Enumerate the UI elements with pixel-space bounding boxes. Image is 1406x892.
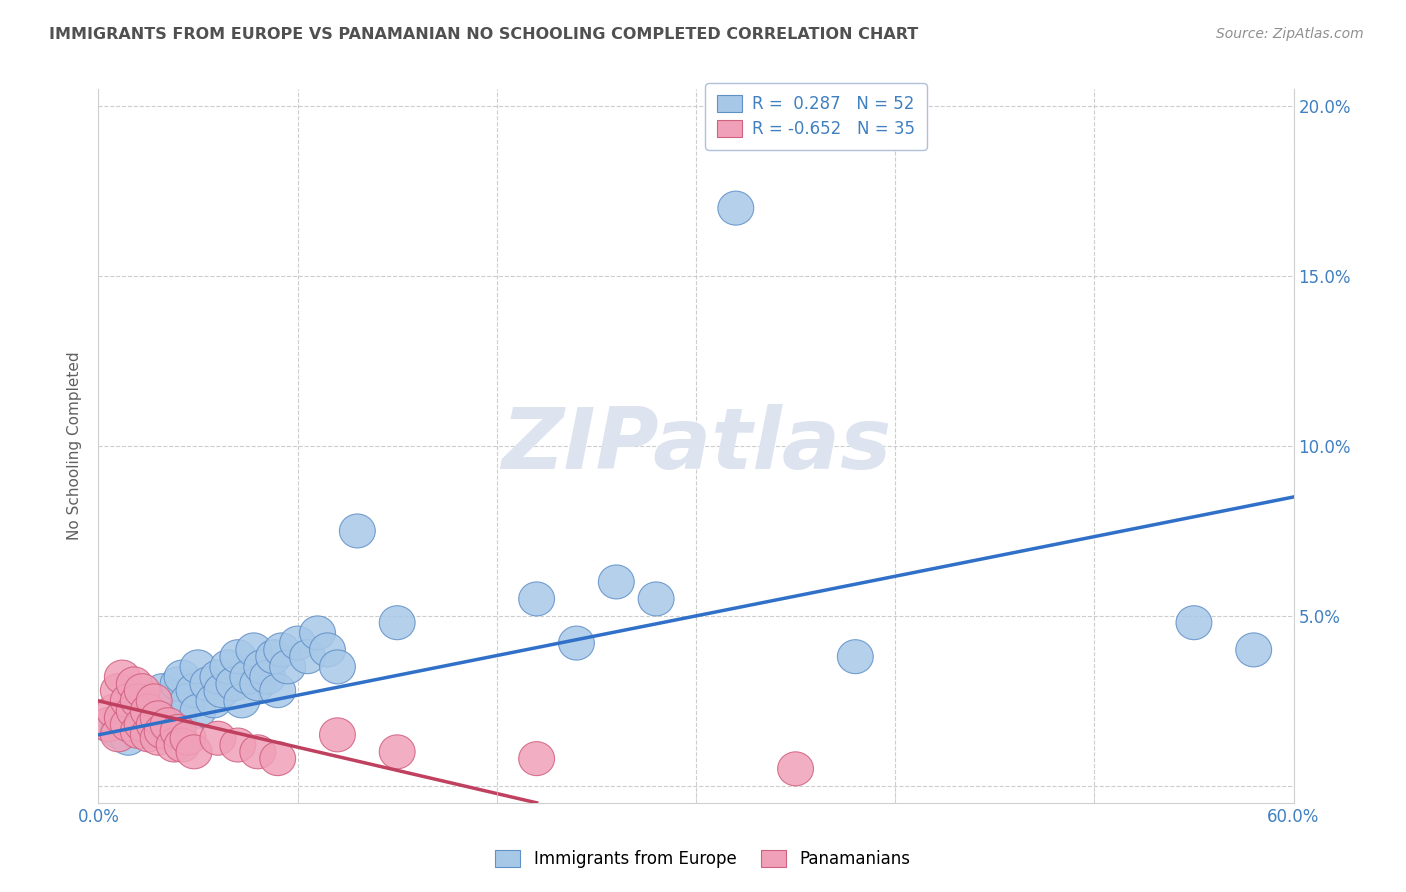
Ellipse shape [558,626,595,660]
Ellipse shape [110,684,146,718]
Text: Source: ZipAtlas.com: Source: ZipAtlas.com [1216,27,1364,41]
Ellipse shape [110,707,146,741]
Ellipse shape [180,650,217,684]
Ellipse shape [131,718,166,752]
Ellipse shape [718,191,754,225]
Ellipse shape [90,707,127,741]
Ellipse shape [176,673,212,707]
Ellipse shape [141,694,176,728]
Ellipse shape [240,667,276,701]
Ellipse shape [141,701,176,735]
Ellipse shape [256,640,291,673]
Ellipse shape [250,660,285,694]
Ellipse shape [170,722,207,756]
Ellipse shape [150,687,186,722]
Legend: Immigrants from Europe, Panamanians: Immigrants from Europe, Panamanians [489,843,917,875]
Ellipse shape [319,650,356,684]
Ellipse shape [124,684,160,718]
Ellipse shape [160,714,195,748]
Ellipse shape [131,694,166,728]
Ellipse shape [264,633,299,667]
Ellipse shape [778,752,814,786]
Ellipse shape [124,673,160,707]
Y-axis label: No Schooling Completed: No Schooling Completed [67,351,83,541]
Ellipse shape [117,667,152,701]
Ellipse shape [160,701,195,735]
Ellipse shape [100,714,136,748]
Ellipse shape [165,660,200,694]
Ellipse shape [170,684,207,718]
Ellipse shape [195,684,232,718]
Ellipse shape [1236,633,1271,667]
Ellipse shape [319,718,356,752]
Ellipse shape [100,673,136,707]
Ellipse shape [150,707,186,741]
Ellipse shape [200,722,236,756]
Ellipse shape [309,633,346,667]
Ellipse shape [243,650,280,684]
Ellipse shape [117,694,152,728]
Ellipse shape [145,714,180,748]
Ellipse shape [204,673,240,707]
Ellipse shape [290,640,326,673]
Ellipse shape [117,694,152,728]
Ellipse shape [380,606,415,640]
Ellipse shape [236,633,271,667]
Ellipse shape [180,694,217,728]
Ellipse shape [145,673,180,707]
Ellipse shape [240,735,276,769]
Ellipse shape [1175,606,1212,640]
Ellipse shape [156,681,193,714]
Ellipse shape [104,701,141,735]
Ellipse shape [124,707,160,741]
Ellipse shape [90,707,127,741]
Ellipse shape [599,565,634,599]
Text: ZIPatlas: ZIPatlas [501,404,891,488]
Ellipse shape [141,722,176,756]
Ellipse shape [519,582,554,615]
Ellipse shape [97,694,132,728]
Ellipse shape [260,673,295,707]
Legend: R =  0.287   N = 52, R = -0.652   N = 35: R = 0.287 N = 52, R = -0.652 N = 35 [706,83,927,150]
Ellipse shape [638,582,673,615]
Ellipse shape [519,741,554,776]
Ellipse shape [156,728,193,762]
Ellipse shape [838,640,873,673]
Ellipse shape [121,714,156,748]
Ellipse shape [165,728,200,762]
Ellipse shape [176,735,212,769]
Ellipse shape [380,735,415,769]
Ellipse shape [131,714,166,748]
Ellipse shape [219,728,256,762]
Ellipse shape [190,667,226,701]
Ellipse shape [121,707,156,741]
Ellipse shape [104,701,141,735]
Ellipse shape [217,667,252,701]
Ellipse shape [136,707,172,741]
Ellipse shape [260,741,295,776]
Ellipse shape [231,660,266,694]
Ellipse shape [200,660,236,694]
Ellipse shape [100,718,136,752]
Ellipse shape [110,722,146,756]
Ellipse shape [136,701,172,735]
Ellipse shape [104,660,141,694]
Ellipse shape [339,514,375,548]
Ellipse shape [270,650,305,684]
Ellipse shape [299,615,336,650]
Ellipse shape [224,684,260,718]
Ellipse shape [219,640,256,673]
Ellipse shape [136,684,172,718]
Ellipse shape [160,667,195,701]
Ellipse shape [209,650,246,684]
Text: IMMIGRANTS FROM EUROPE VS PANAMANIAN NO SCHOOLING COMPLETED CORRELATION CHART: IMMIGRANTS FROM EUROPE VS PANAMANIAN NO … [49,27,918,42]
Ellipse shape [121,684,156,718]
Ellipse shape [280,626,315,660]
